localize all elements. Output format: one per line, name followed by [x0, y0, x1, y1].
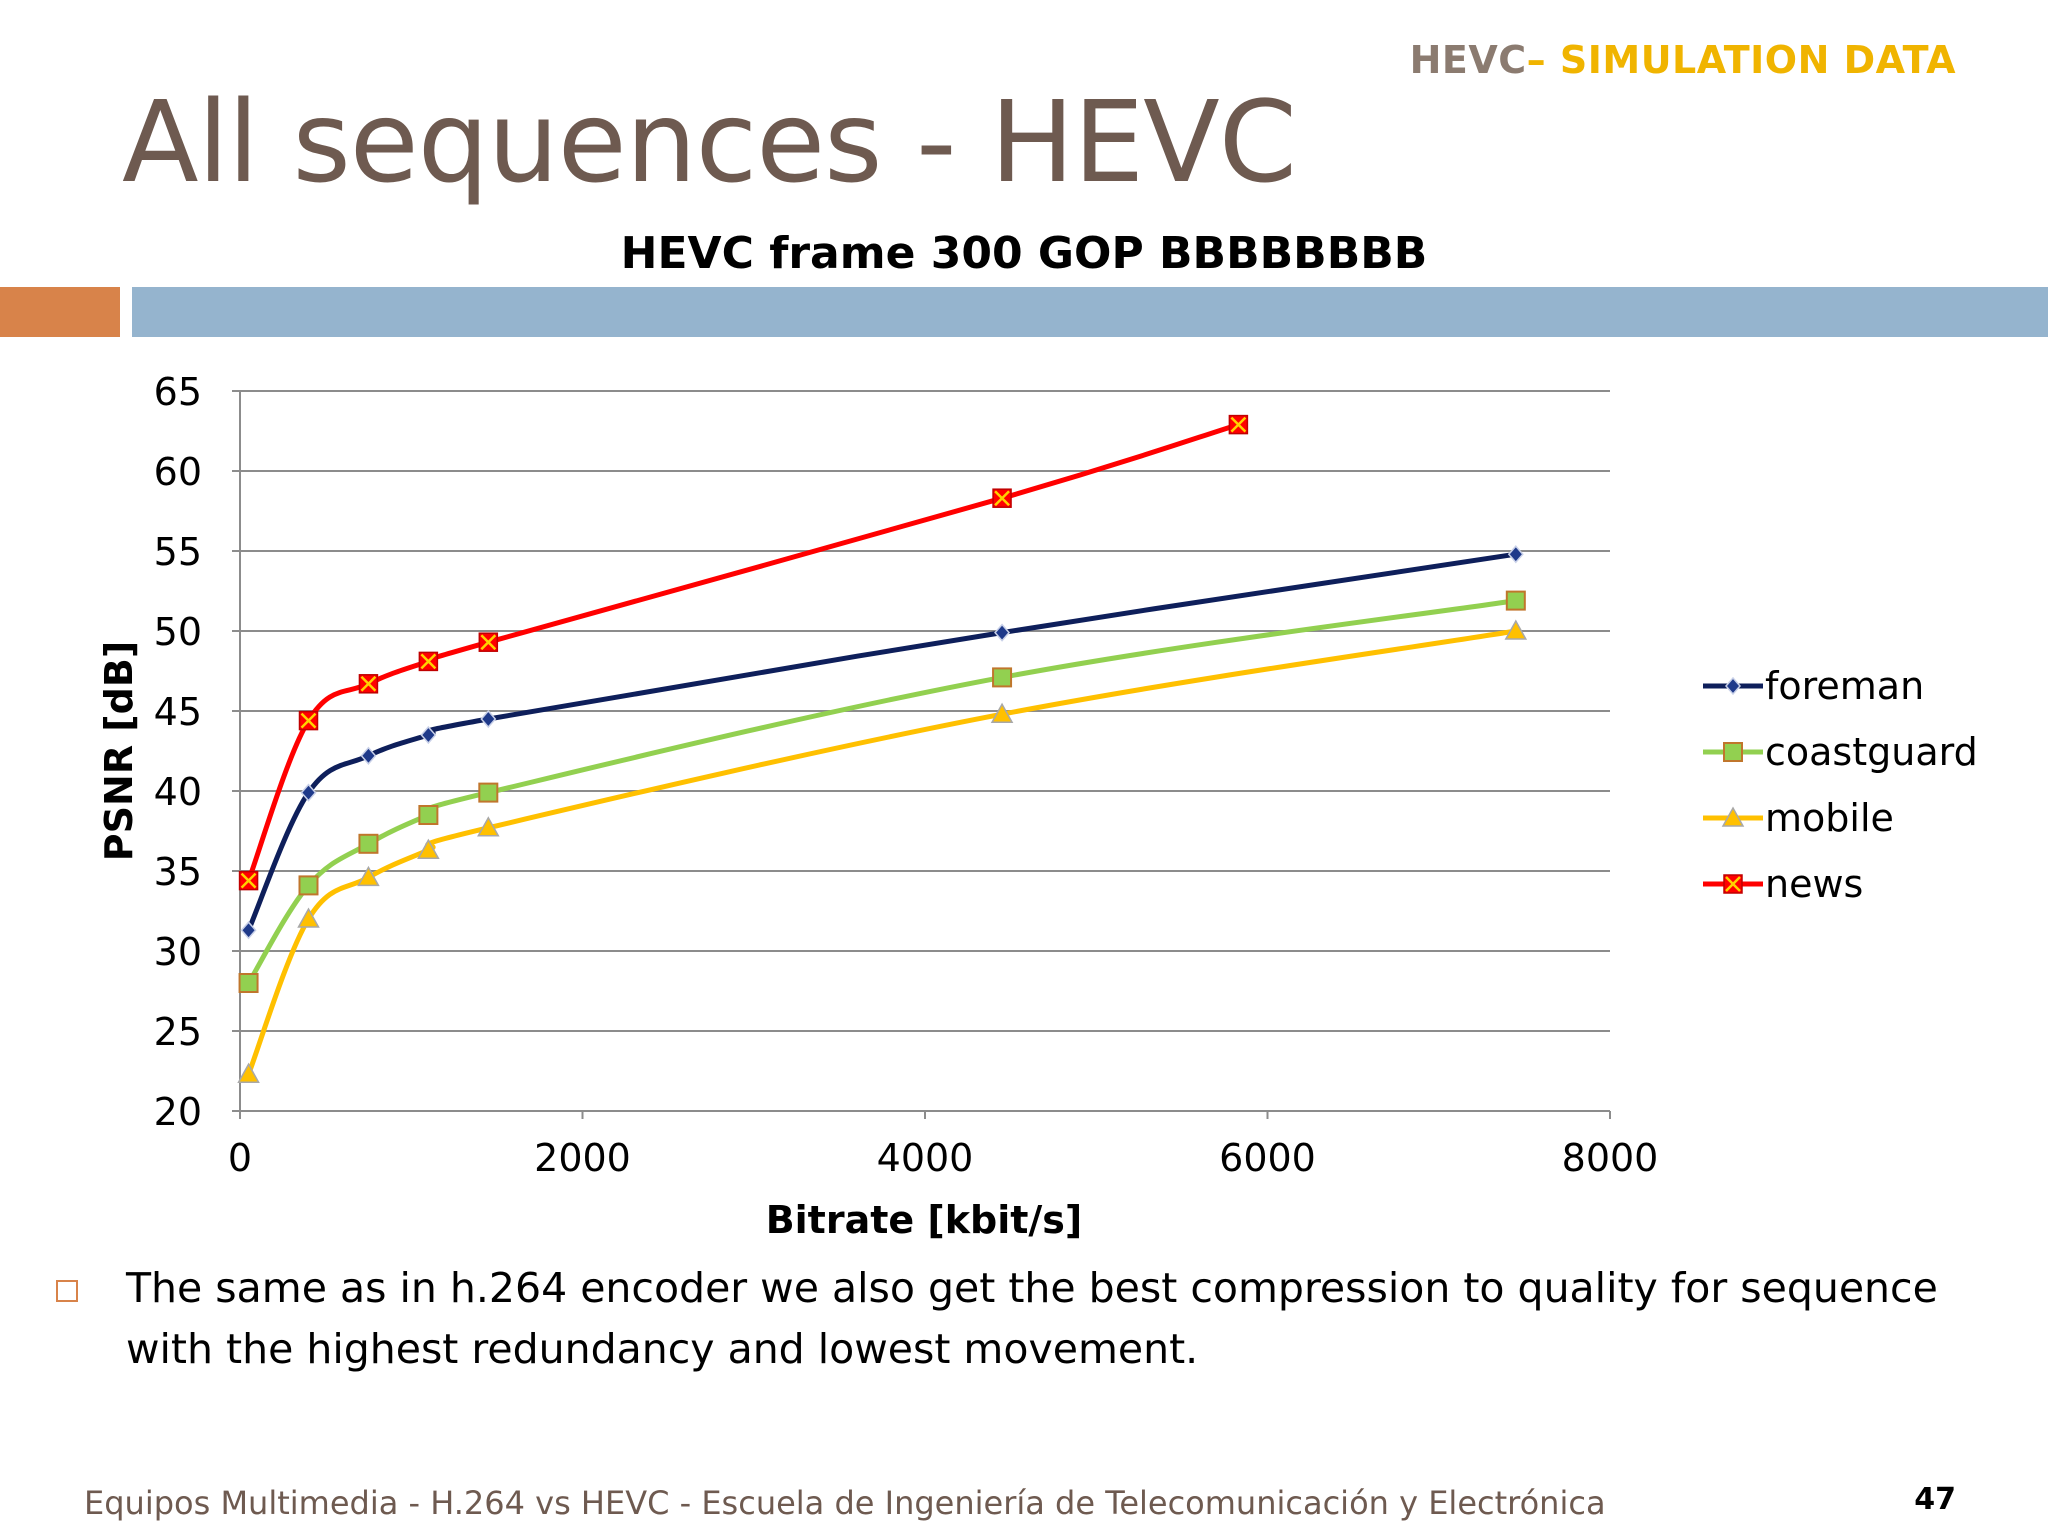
y-tick-label: 60 — [154, 450, 202, 494]
data-point-coastguard — [478, 782, 499, 803]
data-point-news — [478, 632, 499, 652]
bullet-square-icon — [56, 1280, 78, 1302]
data-point-foreman — [480, 709, 497, 729]
legend-label: coastguard — [1765, 730, 1978, 774]
data-point-foreman — [420, 725, 437, 745]
data-point-news — [992, 488, 1012, 508]
legend-item-foreman: foreman — [1703, 664, 1924, 708]
data-point-news — [238, 870, 259, 891]
slide-title: All sequences - HEVC — [122, 78, 1297, 208]
data-point-mobile — [357, 865, 380, 887]
chart-axes: 20 25 30 35 40 45 50 55 60 65 0 2000 4000 6000 8000 — [154, 370, 1659, 1180]
data-point-news — [418, 651, 439, 672]
y-tick-label: 40 — [154, 770, 202, 814]
legend-item-news: news — [1703, 862, 1863, 906]
legend-marker — [1721, 806, 1745, 827]
y-tick-label: 20 — [154, 1090, 202, 1134]
chart-legend: foreman coastguard mobile news — [1703, 664, 1978, 906]
legend-item-mobile: mobile — [1703, 796, 1894, 840]
data-point-coastguard — [1505, 590, 1526, 611]
legend-marker — [1725, 676, 1741, 696]
x-tick-label: 8000 — [1562, 1136, 1659, 1180]
page-number: 47 — [1914, 1482, 1956, 1517]
data-point-news — [358, 674, 379, 694]
data-point-coastguard — [238, 973, 259, 993]
y-tick-label: 45 — [154, 690, 202, 734]
series-line-news — [246, 422, 1240, 882]
series-line-mobile — [246, 628, 1517, 1076]
legend-item-coastguard: coastguard — [1703, 730, 1978, 774]
chart-title: HEVC frame 300 GOP BBBBBBBB — [620, 228, 1428, 279]
legend-marker — [1723, 874, 1743, 894]
x-tick-label: 0 — [228, 1136, 252, 1180]
bullet-text: The same as in h.264 encoder we also get… — [126, 1264, 1938, 1373]
x-axis-title: Bitrate [kbit/s] — [766, 1198, 1083, 1242]
y-axis-title: PSNR [dB] — [97, 641, 141, 861]
y-tick-label: 30 — [154, 930, 202, 974]
data-point-coastguard — [358, 833, 379, 854]
y-tick-label: 25 — [154, 1010, 202, 1054]
data-point-mobile — [297, 907, 320, 928]
legend-marker — [1723, 742, 1743, 762]
legend-label: news — [1765, 862, 1863, 906]
legend-label: mobile — [1765, 796, 1894, 840]
section-tag: HEVC– SIMULATION DATA — [1410, 38, 1956, 82]
data-point-foreman — [1507, 545, 1524, 564]
data-point-mobile — [477, 816, 500, 837]
y-tick-label: 35 — [154, 850, 202, 894]
psnr-bitrate-chart: 20 25 30 35 40 45 50 55 60 65 0 2000 4000 6000 8000 fo… — [97, 370, 1978, 1242]
y-tick-label: 50 — [154, 610, 202, 654]
y-tick-label: 55 — [154, 530, 202, 574]
data-point-foreman — [994, 623, 1011, 642]
accent-bar-blue — [132, 287, 2048, 337]
footer-text: Equipos Multimedia - H.264 vs HEVC - Esc… — [84, 1484, 1606, 1522]
bullet-item: The same as in h.264 encoder we also get… — [56, 1258, 2006, 1380]
data-point-coastguard — [992, 667, 1013, 688]
data-point-coastguard — [418, 805, 439, 825]
data-point-mobile — [990, 702, 1014, 723]
data-point-news — [1228, 414, 1249, 435]
section-tag-suffix: – SIMULATION DATA — [1526, 38, 1956, 82]
chart-grid — [240, 390, 1610, 1112]
section-tag-prefix: HEVC — [1409, 38, 1527, 82]
data-point-foreman — [300, 783, 317, 802]
data-point-news — [298, 710, 319, 731]
legend-label: foreman — [1765, 664, 1924, 708]
chart-series — [237, 414, 1528, 1083]
series-line-foreman — [246, 551, 1517, 932]
data-point-foreman — [360, 746, 377, 765]
x-tick-label: 4000 — [877, 1136, 974, 1180]
x-tick-label: 2000 — [534, 1136, 631, 1180]
x-tick-label: 6000 — [1219, 1136, 1316, 1180]
data-point-mobile — [1504, 619, 1528, 640]
data-point-coastguard — [298, 875, 319, 896]
y-tick-label: 65 — [154, 370, 202, 414]
data-point-mobile — [237, 1062, 260, 1083]
data-point-foreman — [240, 921, 257, 940]
accent-bar-orange — [0, 287, 120, 337]
data-point-mobile — [417, 838, 440, 859]
